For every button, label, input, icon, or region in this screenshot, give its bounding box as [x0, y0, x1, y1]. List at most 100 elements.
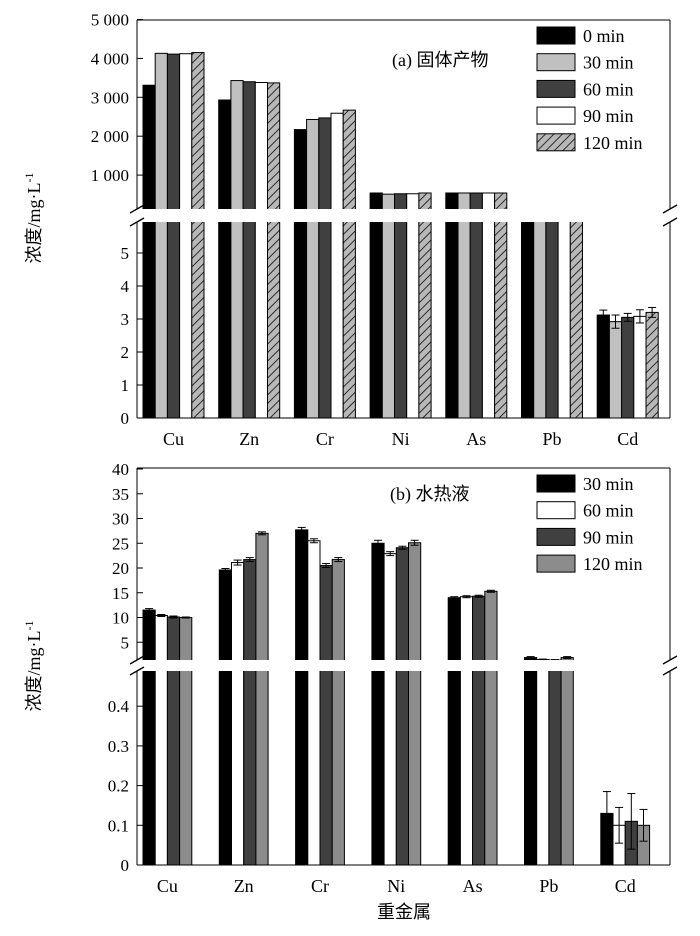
y-tick-label: 1 [121, 376, 130, 395]
bar [154, 52, 168, 419]
y-tick-label: 20 [112, 559, 129, 578]
bar [381, 193, 395, 419]
bar [472, 595, 486, 866]
bar [243, 559, 257, 866]
bar [307, 540, 321, 866]
bar [608, 321, 623, 419]
chart-b: 5 10 15 20 25 30 35 40 0 0.1 0.2 0.3 0.4 Cu Zn Cr Ni As Pb… [22, 460, 683, 896]
category-label: As [463, 876, 483, 896]
axis-break-mark [662, 204, 678, 214]
panel-annotation: (a) 固体产物 [392, 50, 488, 71]
legend-label: 60 min [583, 79, 634, 99]
bar [295, 529, 309, 866]
bar [596, 314, 610, 419]
y-tick-label: 1 000 [91, 166, 129, 185]
bar [267, 82, 281, 419]
bar [371, 542, 385, 866]
bar [254, 82, 269, 419]
bar [383, 553, 397, 866]
bar [142, 609, 156, 866]
legend-swatch [536, 53, 576, 72]
legend-swatch [536, 501, 576, 520]
axis-break-mark [129, 666, 145, 676]
axis-break-mark [662, 217, 678, 227]
y-tick-label: 5 [121, 244, 130, 263]
category-label: Cr [311, 876, 329, 896]
chart-a: 1 000 2 000 3 000 4 000 5 000 0 1 2 3 4 5 Cu Zn Cr Ni A… [22, 11, 683, 449]
y-tick-label: 3 000 [91, 88, 129, 107]
bar [330, 112, 344, 419]
legend-swatch [536, 527, 576, 546]
bar [408, 542, 422, 866]
bar [179, 617, 193, 866]
bar [255, 532, 269, 866]
axis-break-gap [136, 209, 683, 222]
bar [459, 596, 474, 866]
category-label: Zn [239, 429, 259, 449]
category-label: Pb [539, 876, 558, 896]
y-tick-label: 3 [121, 310, 130, 329]
y-tick-label: 0.2 [108, 777, 129, 796]
bar [230, 80, 244, 419]
y-tick-label: 10 [112, 609, 129, 628]
bar [342, 109, 356, 419]
bar [484, 590, 498, 866]
bar [457, 192, 471, 419]
y-tick-label: 0.1 [108, 816, 129, 835]
legend-label: 60 min [583, 501, 634, 521]
y-tick-label: 5 000 [91, 11, 129, 30]
bar [445, 192, 459, 419]
bar [331, 559, 345, 866]
y-axis-label: 浓度/mg·L-1 [22, 173, 44, 264]
category-label: Cd [617, 429, 638, 449]
bar [494, 192, 508, 419]
bar [142, 84, 156, 419]
legend-label: 120 min [583, 133, 643, 153]
legend-label: 0 min [583, 26, 625, 46]
bar [406, 193, 420, 419]
legend-swatch [536, 554, 576, 573]
axis-break-mark [129, 217, 145, 227]
bar [545, 209, 559, 419]
bar [569, 209, 583, 419]
bar [319, 565, 333, 866]
axis-break-mark [129, 655, 145, 665]
category-label: Ni [387, 876, 405, 896]
bar [218, 569, 233, 866]
legend-label: 30 min [583, 474, 634, 494]
bar [218, 99, 232, 419]
legend-label: 120 min [583, 554, 643, 574]
axis-break-mark [662, 666, 678, 676]
y-tick-label: 4 000 [91, 49, 129, 68]
bar [418, 192, 432, 419]
bar [318, 117, 332, 419]
category-label: Ni [392, 429, 410, 449]
bar [557, 209, 571, 419]
bar [231, 562, 245, 866]
bar [179, 53, 193, 419]
bar [293, 129, 308, 419]
bar [621, 316, 635, 419]
legend-swatch [536, 79, 576, 98]
axis-break-gap [136, 660, 683, 671]
y-tick-label: 15 [112, 584, 129, 603]
bar [166, 616, 181, 866]
legend-swatch [536, 474, 576, 493]
bar [166, 53, 181, 419]
category-label: Cr [316, 429, 334, 449]
bar [645, 311, 659, 419]
y-tick-label: 2 000 [91, 127, 129, 146]
legend-label: 90 min [583, 106, 634, 126]
bar [560, 657, 574, 866]
bar [633, 315, 647, 419]
legend-label: 30 min [583, 53, 634, 73]
bar [394, 193, 408, 419]
bar [306, 118, 320, 419]
panel-annotation: (b) 水热液 [390, 484, 470, 505]
category-label: Cu [163, 429, 184, 449]
axis-break-mark [129, 204, 145, 214]
bar [242, 81, 256, 419]
y-tick-label: 0.3 [108, 737, 129, 756]
axis-break-mark [662, 655, 678, 665]
